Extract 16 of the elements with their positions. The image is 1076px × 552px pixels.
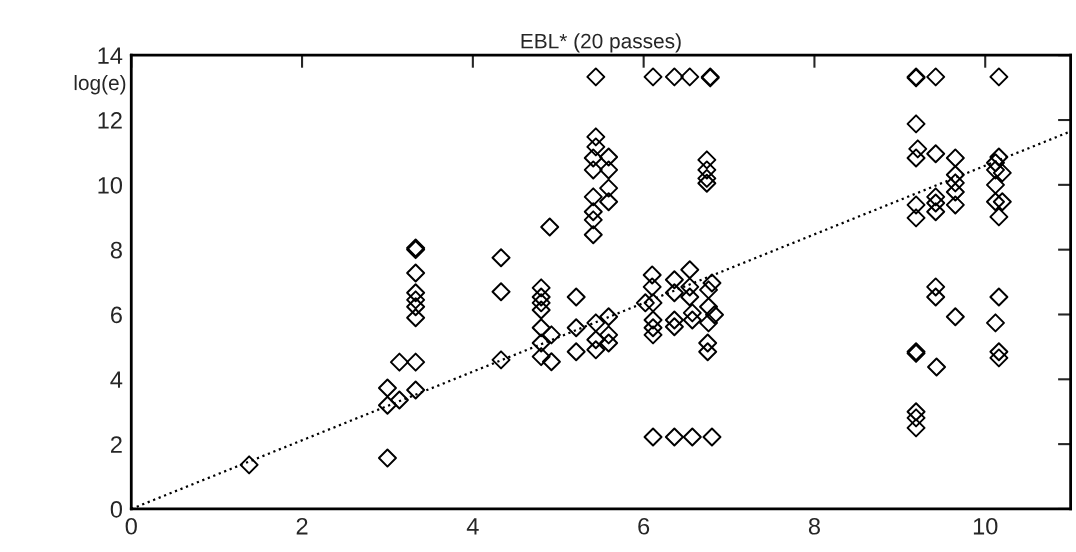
x-tick-label: 6	[638, 517, 650, 535]
y-axis-title: log(e)	[74, 74, 126, 95]
y-tick-label: 0	[110, 501, 123, 518]
y-tick-label: 4	[110, 371, 123, 388]
y-tick-label: 6	[111, 306, 122, 324]
x-tick-label: 0	[125, 517, 137, 535]
chart-title: EBL* (20 passes)	[521, 33, 681, 53]
y-tick-label: 10	[98, 176, 123, 194]
x-tick-label: 10	[973, 517, 998, 535]
y-tick-label: 2	[111, 436, 122, 453]
y-tick-label: 12	[98, 112, 122, 129]
x-tick-label: 4	[466, 518, 479, 535]
x-tick-label: 2	[296, 517, 308, 535]
y-tick-label: 8	[110, 241, 122, 259]
x-tick-label: 8	[808, 517, 820, 535]
y-tick-label: 14	[98, 47, 123, 64]
